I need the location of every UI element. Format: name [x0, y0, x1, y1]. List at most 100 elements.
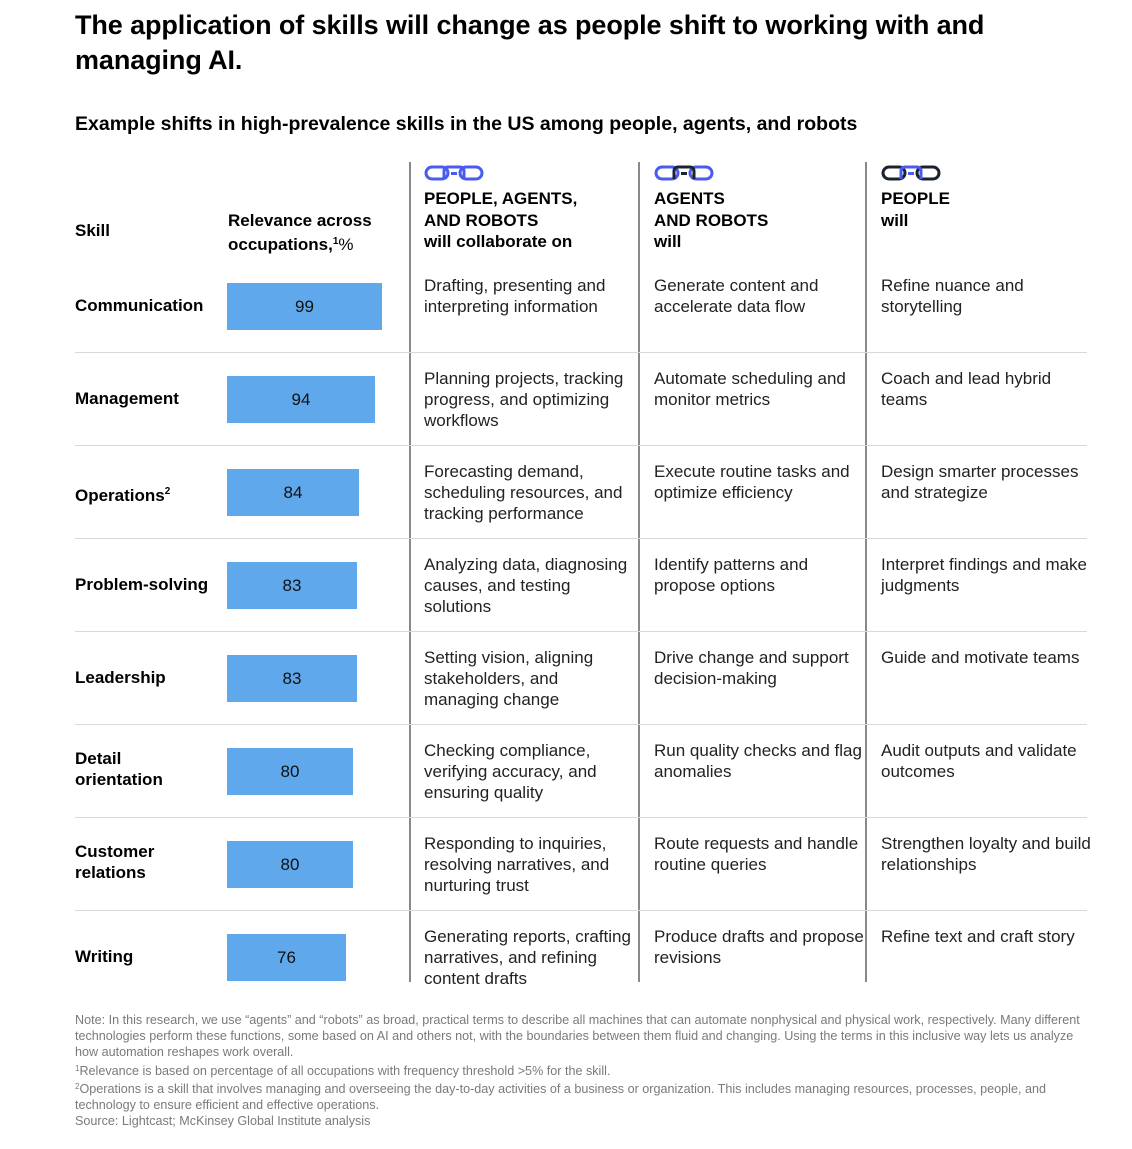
- table-row: Writing 76 Generating reports, crafting na…: [0, 910, 1132, 1003]
- table-row: Management 94 Planning projects, tracking …: [0, 352, 1132, 445]
- chart-title: The application of skills will change as…: [75, 10, 985, 75]
- footnote-marker: 2: [164, 486, 171, 497]
- cell-people: Coach and lead hybrid teams: [881, 369, 1052, 410]
- relevance-bar: 83: [227, 562, 357, 609]
- footnote-marker: 1: [75, 1063, 80, 1073]
- cell-people: Interpret findings and make judgments: [881, 555, 1088, 596]
- table-row: Problem-solving 83 Analyzing data, diagnos…: [0, 538, 1132, 631]
- chart-subtitle: Example shifts in high-prevalence skills…: [75, 113, 858, 135]
- cell-people: Refine text and craft story: [881, 927, 1075, 946]
- header-collaborate-line2: AND ROBOTS: [424, 210, 539, 230]
- skill-label-text: relations: [75, 863, 146, 882]
- header-people-sub: will: [881, 210, 909, 230]
- header-relevance: Relevance across occupations,1%: [228, 210, 372, 255]
- cell-collaborate: Generating reports, crafting narratives,…: [424, 927, 631, 989]
- table-row: Detail orientation 80 Checking compliance, …: [0, 724, 1132, 817]
- bar-value-label: 83: [282, 575, 302, 595]
- skill-label-text: Communication: [75, 296, 204, 315]
- relevance-bar: 99: [227, 283, 382, 330]
- skill-label: Writing: [75, 946, 133, 967]
- skill-label: Problem-solving: [75, 574, 208, 595]
- skill-label: Leadership: [75, 667, 166, 688]
- skill-label-text: orientation: [75, 770, 163, 789]
- footnote-1-text: Relevance is based on percentage of all …: [79, 1063, 611, 1078]
- header-agents: AGENTS AND ROBOTS will: [654, 163, 768, 253]
- cell-collaborate: Drafting, presenting and interpreting in…: [424, 276, 606, 317]
- header-collaborate-line1: PEOPLE, AGENTS,: [424, 189, 578, 208]
- skill-label-text: Detail: [75, 749, 122, 768]
- bar-value-label: 84: [283, 482, 303, 502]
- header-relevance-line2: occupations,: [228, 235, 333, 254]
- cell-agents: Route requests and handle routine querie…: [654, 834, 859, 875]
- cell-people: Refine nuance and storytelling: [881, 276, 1024, 317]
- row-divider: [75, 724, 1087, 725]
- relevance-bar: 83: [227, 655, 357, 702]
- row-divider: [75, 352, 1087, 353]
- footnote-2: 2Operations is a skill that involves man…: [75, 1079, 1085, 1113]
- header-agents-line1: AGENTS: [654, 189, 725, 208]
- skill-label: Operations2: [75, 481, 170, 506]
- skill-label-text: Operations: [75, 486, 165, 505]
- cell-people: Design smarter processes and strategize: [881, 462, 1079, 503]
- cell-collaborate: Analyzing data, diagnosing causes, and t…: [424, 555, 628, 617]
- footnote-marker: 1: [332, 236, 339, 247]
- skill-label: Customer relations: [75, 841, 154, 883]
- footnotes: Note: In this research, we use “agents” …: [75, 1012, 1085, 1129]
- relevance-bar: 80: [227, 748, 353, 795]
- skill-label-text: Writing: [75, 947, 134, 966]
- cell-collaborate: Setting vision, aligning stakeholders, a…: [424, 648, 594, 710]
- bar-value-label: 99: [295, 296, 314, 316]
- skill-label: Management: [75, 388, 179, 409]
- column-divider: [865, 162, 867, 982]
- header-agents-line2: AND ROBOTS: [654, 210, 769, 230]
- row-divider: [75, 817, 1087, 818]
- header-agents-sub: will: [654, 232, 682, 251]
- chain-link-icon: [424, 165, 484, 181]
- table-row: Operations2 84 Forecasting demand, schedul…: [0, 445, 1132, 538]
- bar-value-label: 94: [291, 389, 311, 409]
- note-text: Note: In this research, we use “agents” …: [75, 1013, 1080, 1060]
- cell-collaborate: Forecasting demand, scheduling resources…: [424, 462, 623, 524]
- row-divider: [75, 910, 1087, 911]
- footnote-marker: 2: [75, 1081, 80, 1091]
- cell-agents: Execute routine tasks and optimize effic…: [654, 462, 850, 503]
- table-row: Leadership 83 Setting vision, aligning sta…: [0, 631, 1132, 724]
- cell-agents: Run quality checks and flag anomalies: [654, 741, 862, 782]
- table-row: Customer relations 80 Responding to inquiri…: [0, 817, 1132, 910]
- column-divider: [409, 162, 411, 982]
- skill-label: Communication: [75, 295, 203, 316]
- header-relevance-line1: Relevance across: [228, 211, 372, 230]
- cell-collaborate: Responding to inquiries, resolving narra…: [424, 834, 610, 896]
- relevance-bar: 76: [227, 934, 346, 981]
- source-text: Source: Lightcast; McKinsey Global Insti…: [75, 1114, 371, 1129]
- header-relevance-unit: %: [338, 235, 354, 254]
- relevance-bar: 80: [227, 841, 353, 888]
- cell-collaborate: Planning projects, tracking progress, an…: [424, 369, 624, 431]
- skill-label-text: Management: [75, 389, 179, 408]
- cell-agents: Produce drafts and propose revisions: [654, 927, 864, 968]
- footnote-2-text: Operations is a skill that involves mana…: [75, 1081, 1046, 1113]
- relevance-bar: 94: [227, 376, 375, 423]
- chain-link-icon: [654, 165, 714, 181]
- bar-value-label: 83: [282, 668, 302, 688]
- header-people: PEOPLE will: [881, 163, 950, 231]
- cell-agents: Drive change and support decision-making: [654, 648, 849, 689]
- skill-label-text: Leadership: [75, 668, 166, 687]
- header-people-line1: PEOPLE: [881, 189, 950, 208]
- header-collaborate-sub: will collaborate on: [424, 232, 573, 251]
- row-divider: [75, 538, 1087, 539]
- bar-value-label: 80: [280, 854, 300, 874]
- cell-agents: Generate content and accelerate data flo…: [654, 276, 819, 317]
- cell-people: Audit outputs and validate outcomes: [881, 741, 1077, 782]
- header-skill: Skill: [75, 221, 110, 240]
- column-divider: [638, 162, 640, 982]
- cell-people: Strengthen loyalty and build relationshi…: [881, 834, 1091, 875]
- footnote-1: 1Relevance is based on percentage of all…: [75, 1061, 1085, 1079]
- table-row: Communication 99 Drafting, presenting and …: [0, 259, 1132, 352]
- cell-agents: Identify patterns and propose options: [654, 555, 809, 596]
- skill-label-text: Problem-solving: [75, 575, 209, 594]
- bar-value-label: 76: [277, 947, 296, 967]
- skill-label: Detail orientation: [75, 748, 163, 790]
- skill-label-text: Customer: [75, 842, 155, 861]
- row-divider: [75, 631, 1087, 632]
